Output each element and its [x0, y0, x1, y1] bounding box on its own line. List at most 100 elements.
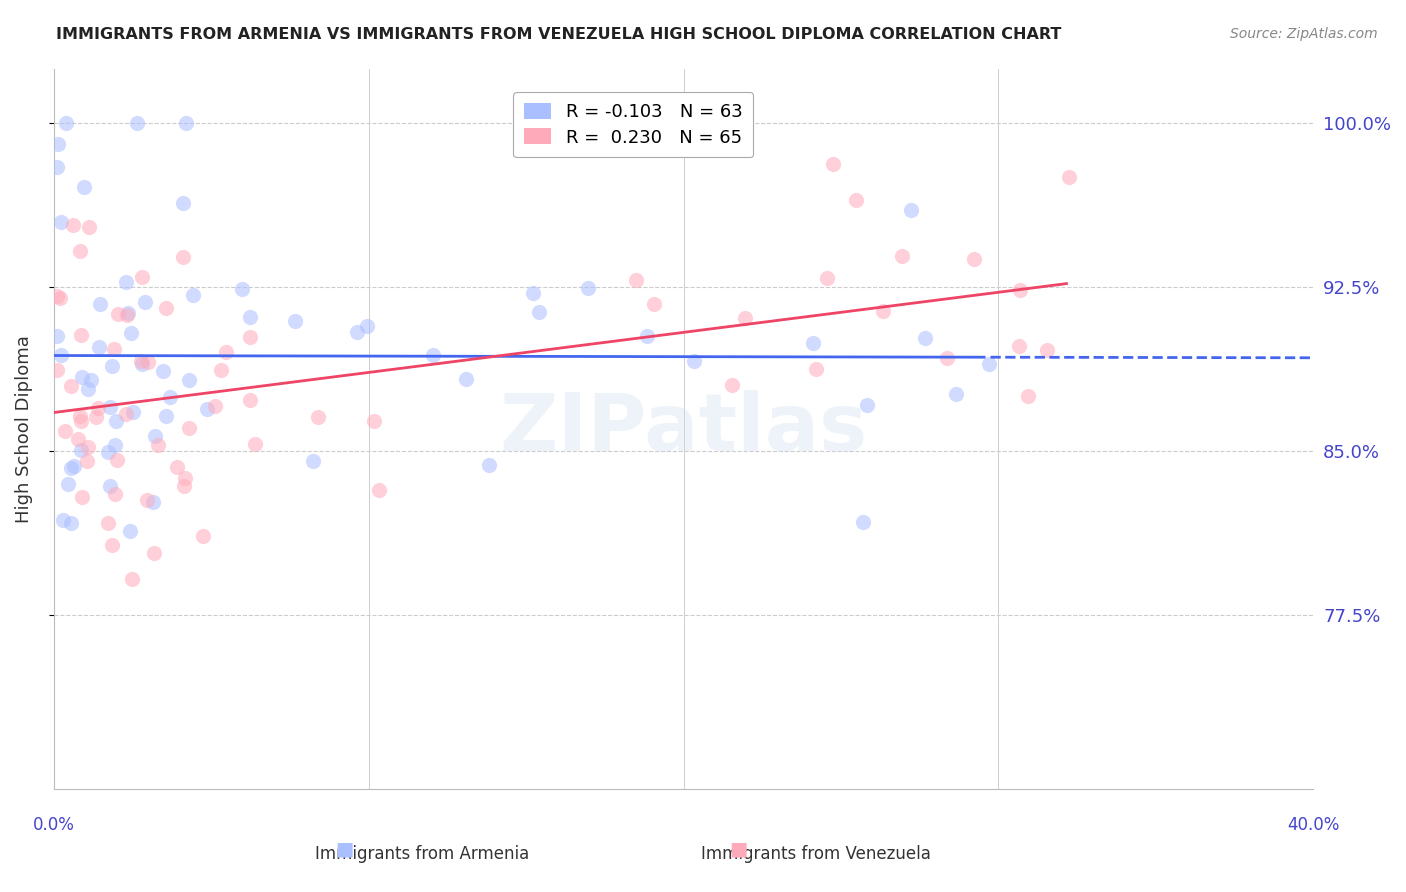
Point — [1008, 339, 1031, 353]
Point — [120, 326, 142, 341]
Point — [73, 180, 96, 194]
Point — [1059, 170, 1081, 185]
Point — [856, 398, 879, 412]
Point — [121, 572, 143, 586]
Point — [134, 295, 156, 310]
Point — [872, 303, 894, 318]
Point — [131, 357, 153, 371]
Text: ■: ■ — [728, 839, 748, 858]
Point — [231, 282, 253, 296]
Point — [125, 116, 148, 130]
Point — [105, 414, 128, 428]
Y-axis label: High School Diploma: High School Diploma — [15, 335, 32, 523]
Point — [51, 348, 73, 362]
Point — [97, 516, 120, 531]
Point — [49, 215, 72, 229]
Point — [683, 354, 706, 368]
Point — [174, 470, 197, 484]
Point — [70, 490, 93, 504]
Point — [69, 409, 91, 423]
Point — [103, 342, 125, 356]
Legend: R = -0.103   N = 63, R =  0.230   N = 65: R = -0.103 N = 63, R = 0.230 N = 65 — [513, 92, 754, 157]
Point — [77, 382, 100, 396]
Point — [1035, 343, 1057, 357]
Point — [146, 438, 169, 452]
Point — [181, 287, 204, 301]
Point — [914, 331, 936, 345]
Point — [70, 443, 93, 458]
Point — [734, 311, 756, 326]
Point — [52, 513, 75, 527]
Point — [204, 400, 226, 414]
Point — [84, 409, 107, 424]
Point — [977, 358, 1000, 372]
Point — [284, 314, 307, 328]
Point — [46, 161, 69, 175]
Point — [79, 373, 101, 387]
Point — [70, 370, 93, 384]
Point — [191, 529, 214, 543]
Point — [129, 354, 152, 368]
Point — [1010, 283, 1032, 297]
Point — [77, 219, 100, 234]
Point — [302, 454, 325, 468]
Point — [215, 345, 238, 359]
Point — [76, 454, 98, 468]
Point — [239, 329, 262, 343]
Point — [46, 136, 69, 151]
Point — [98, 479, 121, 493]
Point — [53, 424, 76, 438]
Point — [46, 328, 69, 343]
Point — [346, 325, 368, 339]
Point — [852, 515, 875, 529]
Point — [209, 362, 232, 376]
Point — [141, 494, 163, 508]
Point — [643, 297, 665, 311]
Point — [522, 285, 544, 300]
Point — [363, 414, 385, 428]
Point — [624, 272, 647, 286]
Text: IMMIGRANTS FROM ARMENIA VS IMMIGRANTS FROM VENEZUELA HIGH SCHOOL DIPLOMA CORRELA: IMMIGRANTS FROM ARMENIA VS IMMIGRANTS FR… — [56, 27, 1062, 42]
Point — [636, 328, 658, 343]
Text: ZIPatlas: ZIPatlas — [499, 390, 868, 468]
Point — [63, 459, 86, 474]
Point — [422, 349, 444, 363]
Point — [152, 363, 174, 377]
Text: ■: ■ — [335, 839, 354, 858]
Point — [46, 362, 69, 376]
Point — [60, 379, 83, 393]
Point — [307, 410, 329, 425]
Point — [801, 335, 824, 350]
Point — [172, 195, 194, 210]
Text: Immigrants from Armenia: Immigrants from Armenia — [315, 846, 529, 863]
Point — [60, 516, 83, 530]
Point — [821, 156, 844, 170]
Point — [721, 377, 744, 392]
Point — [173, 479, 195, 493]
Point — [177, 421, 200, 435]
Point — [97, 445, 120, 459]
Point — [138, 355, 160, 369]
Point — [143, 428, 166, 442]
Point — [963, 252, 986, 266]
Point — [114, 407, 136, 421]
Point — [900, 202, 922, 217]
Point — [70, 414, 93, 428]
Point — [100, 400, 122, 414]
Point — [135, 493, 157, 508]
Point — [103, 487, 125, 501]
Point — [368, 483, 391, 497]
Point — [806, 362, 828, 376]
Point — [89, 297, 111, 311]
Point — [243, 437, 266, 451]
Point — [356, 319, 378, 334]
Point — [100, 538, 122, 552]
Point — [845, 193, 868, 207]
Point — [159, 391, 181, 405]
Point — [1017, 389, 1039, 403]
Point — [195, 401, 218, 416]
Point — [239, 393, 262, 408]
Text: Immigrants from Venezuela: Immigrants from Venezuela — [700, 846, 931, 863]
Point — [174, 116, 197, 130]
Point — [115, 308, 138, 322]
